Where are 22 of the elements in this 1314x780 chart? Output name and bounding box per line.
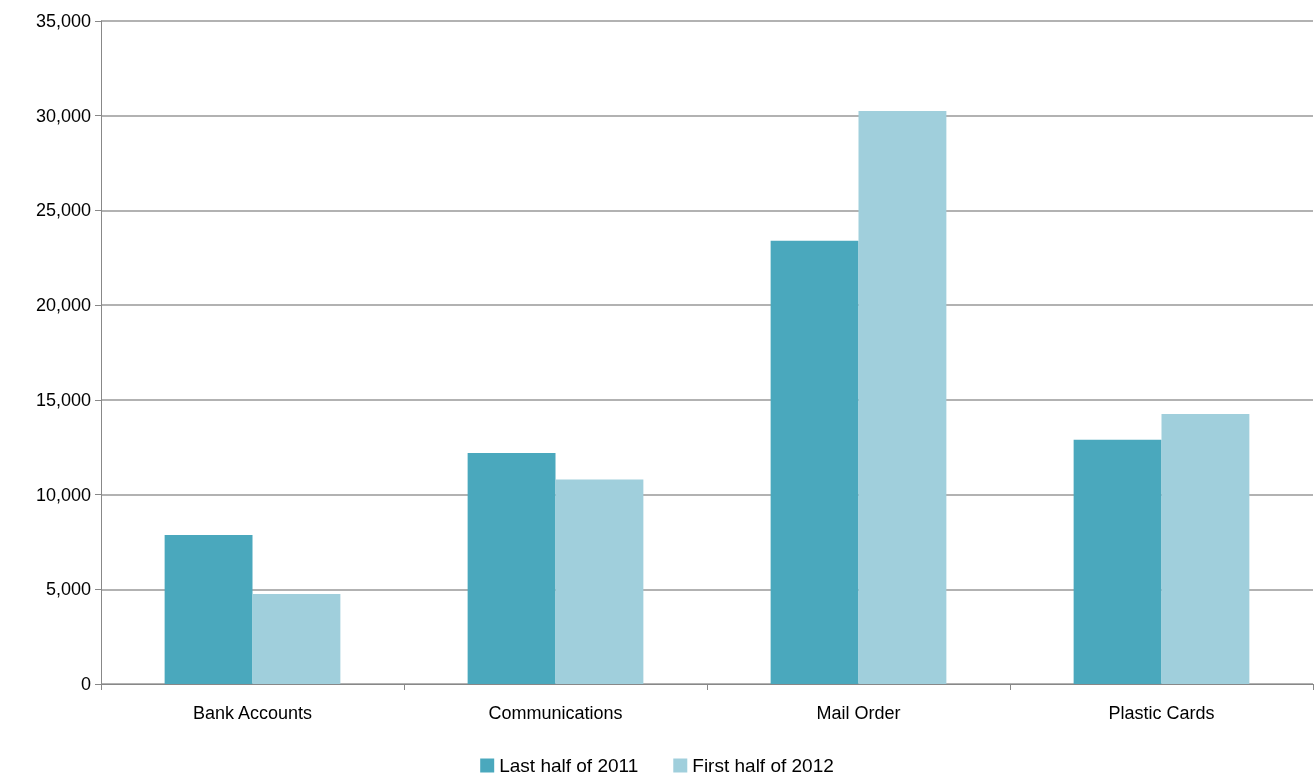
bar — [770, 240, 859, 684]
x-tick-label: Mail Order — [816, 703, 901, 723]
y-tick-label: 15,000 — [35, 389, 91, 410]
y-tick-label: 0 — [80, 674, 91, 694]
bar — [1161, 414, 1250, 684]
bar — [467, 452, 556, 684]
legend-label: Last half of 2011 — [499, 755, 639, 776]
bar — [164, 534, 253, 684]
x-tick-label: Plastic Cards — [1108, 703, 1215, 723]
x-tick-label: Communications — [488, 703, 623, 723]
bar — [858, 110, 947, 684]
bar — [252, 594, 341, 684]
bar — [555, 479, 644, 684]
legend-label: First half of 2012 — [692, 755, 834, 776]
y-tick-label: 30,000 — [35, 105, 91, 126]
y-tick-label: 10,000 — [35, 484, 91, 505]
y-tick-label: 5,000 — [45, 579, 91, 600]
bar — [1073, 439, 1162, 684]
y-tick-label: 25,000 — [35, 200, 91, 221]
x-tick-label: Bank Accounts — [192, 703, 313, 723]
y-tick-label: 35,000 — [35, 11, 91, 31]
y-tick-label: 20,000 — [35, 295, 91, 316]
